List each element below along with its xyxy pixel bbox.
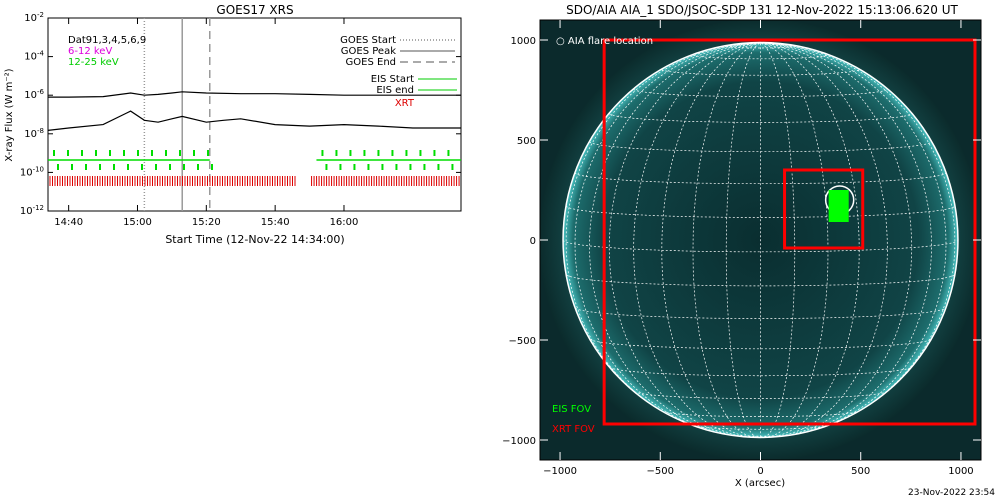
goes-y-label: X-ray Flux (W m⁻²) (4, 68, 15, 161)
grid-longitude-line (760, 42, 956, 426)
xrt-ticks (49, 176, 460, 186)
legend-goes-end-label: GOES End (346, 57, 396, 68)
aia-y-axis: −1000 −500 0 500 1000 (502, 36, 981, 447)
aia-x-tick-label: −500 (647, 466, 674, 477)
xrt-fov-box (602, 38, 977, 426)
solar-limb (562, 41, 959, 439)
grid-longitude-line (661, 42, 761, 438)
grid-latitude-line (692, 54, 829, 60)
goes-y-tick-label: 10-6 (24, 88, 44, 101)
legend-goes-peak-label: GOES Peak (341, 46, 396, 57)
legend-12-25kev-label: 12-25 keV (68, 57, 119, 68)
goes-series (47, 91, 461, 131)
aia-y-tick-label: 0 (530, 236, 536, 247)
grid-longitude-line (574, 42, 761, 434)
grid-longitude-line (565, 42, 761, 426)
goes-series-line-1 (48, 91, 461, 98)
goes-x-tick-label: 15:00 (123, 217, 152, 228)
goes-y-tick-label: 10-8 (24, 127, 44, 140)
grid-longitude-line (760, 42, 888, 438)
goes-x-axis: 14:40 15:00 15:20 15:40 16:00 (54, 18, 358, 228)
aia-x-axis: −1000 −500 0 500 1000 (543, 20, 974, 477)
aia-y-tick-label: 1000 (511, 36, 536, 47)
legend-eis-fov: EIS FOV (552, 404, 591, 415)
goes-panel: GOES17 XRS 10-2 10-4 10-6 10-8 10-10 10-12 14… (4, 3, 462, 246)
legend-xrt-label: XRT (395, 98, 415, 109)
goes-series-line-2 (47, 110, 461, 131)
goes-x-tick-label: 15:20 (192, 217, 221, 228)
legend-top-right: GOES Start GOES Peak GOES End EIS Start … (340, 35, 457, 109)
grid-longitude-line (608, 42, 761, 438)
footer-timestamp: 23-Nov-2022 23:54 (908, 488, 995, 498)
goes-y-axis: 10-2 10-4 10-6 10-8 10-10 10-12 (20, 11, 461, 217)
grid-latitude-line (609, 366, 912, 377)
goes-y-tick-label: 10-12 (20, 204, 44, 217)
aia-y-tick-label: −500 (509, 336, 536, 347)
grid-latitude-line (634, 391, 887, 399)
goes-y-tick-label: 10-4 (24, 50, 44, 63)
grid-longitude-line (633, 42, 761, 438)
grid-latitude-line (589, 338, 932, 350)
aia-y-tick-label: 500 (517, 136, 536, 147)
legend-goes-start-label: GOES Start (340, 35, 396, 46)
xrt-fov-box-small (783, 168, 865, 250)
aia-x-tick-label: −1000 (543, 466, 577, 477)
aia-x-tick-label: 0 (757, 466, 763, 477)
aia-x-label: X (arcsec) (735, 478, 785, 489)
grid-longitude-line (760, 42, 913, 438)
goes-x-label: Start Time (12-Nov-22 14:34:00) (165, 233, 344, 246)
goes-plot-frame (47, 17, 462, 212)
goes-x-tick-label: 15:40 (261, 217, 290, 228)
aia-x-tick-label: 1000 (948, 466, 973, 477)
goes-x-tick-label: 14:40 (54, 217, 83, 228)
grid-longitude-line (760, 42, 932, 436)
goes-x-tick-label: 16:00 (330, 217, 359, 228)
aia-x-tick-label: 500 (851, 466, 870, 477)
eis-ticks (48, 150, 461, 170)
goes-y-tick-label: 10-10 (20, 165, 44, 178)
grid-longitude-line (760, 42, 947, 434)
grid-latitude-line (694, 425, 827, 430)
goes-title: GOES17 XRS (216, 3, 293, 17)
legend-top-left: Dat91,3,4,5,6,9 6-12 keV 12-25 keV (68, 35, 146, 68)
legend-eis-start-label: EIS Start (371, 74, 414, 85)
aia-title: SDO/AIA AIA_1 SDO/JSOC-SDP 131 12-Nov-20… (566, 3, 958, 17)
legend-dataset-label: Dat91,3,4,5,6,9 (68, 35, 146, 46)
legend-6-12kev-label: 6-12 keV (68, 46, 112, 57)
grid-latitude-line (608, 113, 913, 123)
grid-latitude-line (725, 45, 796, 49)
aia-y-tick-label: −1000 (502, 436, 536, 447)
legend-xrt-fov: XRT FOV (552, 424, 595, 435)
grid-longitude-line (692, 42, 761, 438)
legend-flare-location: ○ AIA flare location (556, 36, 653, 47)
grid-latitude-line (562, 239, 959, 253)
grid-latitude-line (566, 274, 955, 287)
aia-panel: SDO/AIA AIA_1 SDO/JSOC-SDP 131 12-Nov-20… (502, 3, 995, 498)
goes-y-tick-label: 10-2 (24, 11, 44, 24)
grid-longitude-line (760, 42, 860, 438)
legend-eis-end-label: EIS end (376, 85, 414, 96)
grid-longitude-line (589, 42, 761, 436)
grid-latitude-line (662, 410, 859, 417)
eis-fov-box (828, 190, 849, 222)
grid-longitude-line (760, 42, 829, 438)
